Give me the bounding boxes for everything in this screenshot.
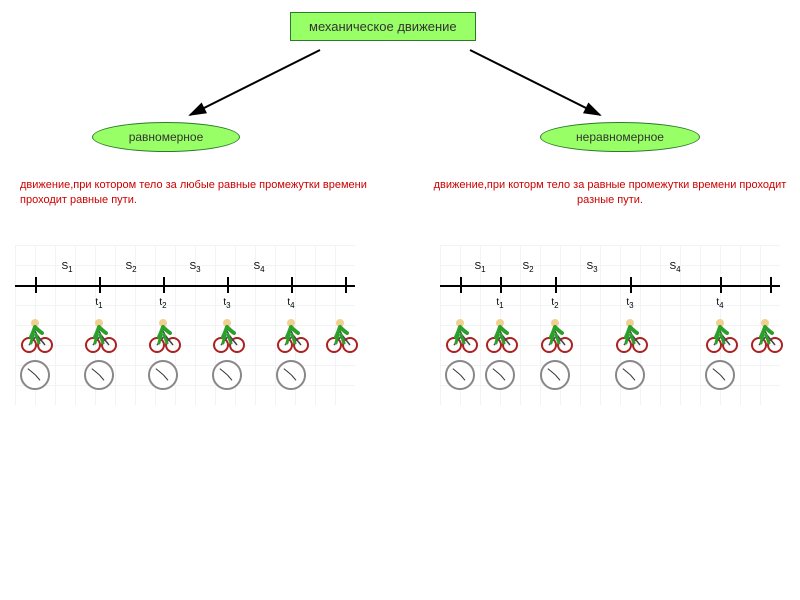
- cyclist-icon: [325, 315, 359, 353]
- tick: [345, 277, 347, 293]
- tick: [227, 277, 229, 293]
- segment-label: S1: [61, 261, 72, 274]
- time-label: t2: [551, 297, 558, 310]
- clock-icon: [445, 360, 475, 390]
- desc-uniform: движение,при котором тело за любые равны…: [20, 178, 390, 209]
- clock-icon: [615, 360, 645, 390]
- cyclist-icon: [276, 315, 310, 353]
- tick: [163, 277, 165, 293]
- tick: [460, 277, 462, 293]
- number-line: S1S2S3S4t1t2t3t4: [440, 275, 780, 295]
- clock-icon: [485, 360, 515, 390]
- title-text: механическое движение: [309, 19, 457, 34]
- ellipse-uniform: равномерное: [92, 122, 240, 152]
- segment-label: S1: [474, 261, 485, 274]
- cyclist-icon: [148, 315, 182, 353]
- clock-row: [15, 360, 355, 400]
- tick: [35, 277, 37, 293]
- segment-label: S2: [522, 261, 533, 274]
- segment-label: S3: [586, 261, 597, 274]
- time-label: t4: [287, 297, 294, 310]
- line: [440, 285, 780, 287]
- desc-nonuniform: движение,при которм тело за равные проме…: [420, 178, 800, 209]
- cyclist-icon: [212, 315, 246, 353]
- cyclist-icon: [84, 315, 118, 353]
- clock-icon: [212, 360, 242, 390]
- desc-uniform-text: движение,при котором тело за любые равны…: [20, 179, 367, 206]
- ellipse-uniform-label: равномерное: [129, 130, 204, 144]
- cyclist-icon: [445, 315, 479, 353]
- clock-icon: [705, 360, 735, 390]
- segment-label: S3: [189, 261, 200, 274]
- time-label: t3: [223, 297, 230, 310]
- line: [15, 285, 355, 287]
- cyclist-icon: [750, 315, 784, 353]
- clock-icon: [20, 360, 50, 390]
- ellipse-nonuniform-label: неравномерное: [576, 130, 664, 144]
- time-label: t2: [159, 297, 166, 310]
- cyclist-row: [440, 315, 780, 355]
- cyclist-icon: [615, 315, 649, 353]
- desc-nonuniform-text: движение,при которм тело за равные проме…: [434, 179, 787, 206]
- time-label: t1: [95, 297, 102, 310]
- tick: [555, 277, 557, 293]
- tick: [630, 277, 632, 293]
- diagram-uniform: S1 S2 S3 S4 t1 t2 t3 t4: [15, 245, 355, 405]
- diagram-nonuniform: S1 S2 S3 S4 t1 t2 t3 t4: [440, 245, 780, 405]
- tick: [99, 277, 101, 293]
- clock-icon: [84, 360, 114, 390]
- cyclist-icon: [540, 315, 574, 353]
- cyclist-row: [15, 315, 355, 355]
- clock-row: [440, 360, 780, 400]
- clock-icon: [540, 360, 570, 390]
- tick: [770, 277, 772, 293]
- tick: [291, 277, 293, 293]
- tick: [720, 277, 722, 293]
- segment-label: S4: [253, 261, 264, 274]
- title-box: механическое движение: [290, 12, 476, 41]
- clock-icon: [276, 360, 306, 390]
- segment-label: S2: [125, 261, 136, 274]
- cyclist-icon: [705, 315, 739, 353]
- time-label: t4: [716, 297, 723, 310]
- cyclist-icon: [20, 315, 54, 353]
- time-label: t3: [626, 297, 633, 310]
- cyclist-icon: [485, 315, 519, 353]
- tick: [500, 277, 502, 293]
- segment-label: S4: [669, 261, 680, 274]
- clock-icon: [148, 360, 178, 390]
- number-line: S1S2S3S4t1t2t3t4: [15, 275, 355, 295]
- ellipse-nonuniform: неравномерное: [540, 122, 700, 152]
- time-label: t1: [496, 297, 503, 310]
